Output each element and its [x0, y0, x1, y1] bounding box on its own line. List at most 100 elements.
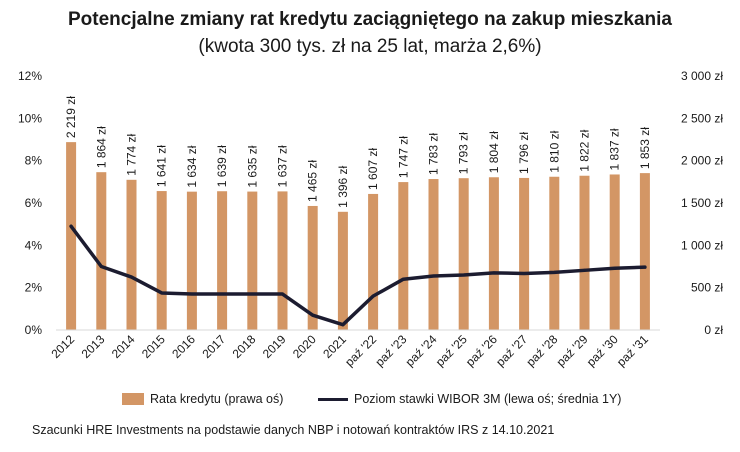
y-left-tick-label: 8%: [25, 154, 43, 168]
y-right-tick-label: 500 zł: [691, 281, 723, 295]
y-left-tick-label: 2%: [25, 281, 43, 295]
y-right-tick-label: 2 000 zł: [681, 154, 723, 168]
wibor-point-2: [130, 275, 133, 279]
bar-data-label: 1 641 zł: [155, 145, 169, 187]
chart-subtitle: (kwota 300 tys. zł na 25 lat, marża 2,6%…: [198, 36, 542, 57]
bar-19: [639, 173, 650, 330]
bar-4: [186, 191, 197, 330]
x-tick-label: 2012: [48, 332, 77, 361]
x-tick-label: 2016: [169, 332, 198, 361]
bar-data-label: 1 810 zł: [547, 130, 561, 172]
y-right-tick-label: 1 000 zł: [681, 238, 723, 252]
wibor-point-4: [190, 292, 194, 296]
bar-17: [579, 175, 590, 330]
combo-chart: 0% 2% 4% 6% 8% 10% 12% 0 zł 500 zł 1 000 zł 1 500 …: [18, 69, 723, 369]
bar-0: [66, 142, 77, 330]
x-tick-label: 2014: [109, 332, 138, 361]
x-tick-label: paź '24: [403, 332, 440, 369]
y-left-tick-label: 6%: [25, 196, 43, 210]
wibor-point-12: [432, 274, 435, 278]
bar-data-label: 1 634 zł: [185, 145, 199, 187]
y-left-tick-label: 4%: [25, 238, 43, 252]
legend-item-wibor: Poziom stawki WIBOR 3M (lewa oś; średnia…: [318, 392, 621, 406]
wibor-point-6: [250, 292, 254, 296]
bar-data-label: 1 465 zł: [306, 160, 320, 202]
bar-10: [368, 193, 379, 330]
bar-data-label: 1 837 zł: [608, 128, 622, 170]
bar-data-label: 1 783 zł: [427, 133, 441, 175]
bar-1: [96, 172, 107, 330]
wibor-point-17: [583, 268, 586, 272]
bar-data-label: 1 396 zł: [336, 165, 350, 207]
legend-swatch-line: [318, 397, 348, 401]
legend-label-rata: Rata kredytu (prawa oś): [150, 392, 284, 406]
bar-13: [458, 178, 469, 330]
x-tick-label: paź '25: [433, 332, 470, 369]
wibor-point-7: [281, 292, 284, 296]
wibor-point-14: [492, 271, 496, 275]
bar-5: [217, 191, 228, 330]
x-tick-label: paź '28: [523, 332, 560, 369]
bar-15: [519, 177, 530, 330]
x-tick-label: 2017: [199, 332, 228, 361]
bar-data-label: 1 639 zł: [215, 145, 229, 187]
bar-data-label: 1 796 zł: [517, 132, 531, 174]
bar-data-label: 1 637 zł: [276, 145, 290, 187]
bar-data-label: 1 804 zł: [487, 131, 501, 173]
wibor-point-0: [69, 224, 73, 228]
x-tick-label: 2020: [290, 332, 319, 361]
x-tick-label: paź '29: [554, 332, 591, 369]
bar-14: [488, 177, 499, 330]
bar-data-label: 2 219 zł: [64, 96, 78, 138]
chart-title: Potencjalne zmiany rat kredytu zaciągnię…: [68, 9, 672, 30]
x-tick-label: 2019: [260, 332, 289, 361]
bar-7: [277, 191, 288, 330]
wibor-point-5: [220, 292, 224, 296]
x-tick-label: paź '22: [342, 332, 379, 369]
x-tick-label: paź '26: [463, 332, 500, 369]
source-note: Szacunki HRE Investments na podstawie da…: [32, 423, 555, 437]
bar-9: [337, 211, 348, 330]
bar-data-label: 1 774 zł: [125, 133, 139, 175]
bar-2: [126, 179, 137, 330]
y-right-tick-label: 3 000 zł: [681, 69, 723, 83]
bar-data-label: 1 853 zł: [638, 127, 652, 169]
y-left-tick-label: 10%: [18, 111, 42, 125]
x-tick-label: paź '30: [584, 332, 621, 369]
legend-swatch-bar: [122, 393, 144, 405]
bar-8: [307, 205, 318, 330]
wibor-point-1: [99, 265, 103, 268]
x-tick-label: paź '31: [614, 332, 651, 369]
y-right-tick-label: 2 500 zł: [681, 111, 723, 125]
x-tick-label: 2015: [139, 332, 168, 361]
wibor-line: [69, 224, 647, 327]
wibor-point-3: [160, 291, 164, 295]
bar-data-label: 1 607 zł: [366, 148, 380, 190]
y-right-tick-label: 1 500 zł: [681, 196, 723, 210]
bar-data-label: 1 747 zł: [396, 136, 410, 178]
wibor-point-13: [462, 273, 466, 277]
bar-6: [247, 191, 258, 330]
wibor-point-16: [552, 270, 556, 274]
y-right-tick-label: 0 zł: [704, 323, 723, 337]
wibor-point-8: [311, 313, 315, 317]
bar-18: [609, 174, 620, 330]
bar-16: [549, 176, 560, 330]
y-left-tick-label: 0%: [25, 323, 43, 337]
wibor-point-11: [401, 277, 405, 281]
bar-3: [156, 191, 167, 330]
x-tick-label: 2013: [79, 332, 108, 361]
x-tick-label: paź '27: [493, 332, 530, 369]
bar-data-label: 1 822 zł: [578, 129, 592, 171]
wibor-point-10: [371, 294, 375, 298]
wibor-point-9: [341, 323, 345, 327]
x-tick-label: 2018: [230, 332, 259, 361]
wibor-point-15: [522, 271, 526, 275]
wibor-point-18: [613, 266, 617, 270]
bar-data-label: 1 793 zł: [457, 132, 471, 174]
legend-label-wibor: Poziom stawki WIBOR 3M (lewa oś; średnia…: [354, 392, 622, 406]
bar-data-label: 1 635 zł: [245, 145, 259, 187]
legend-item-rata: Rata kredytu (prawa oś): [122, 392, 283, 406]
y-left-tick-label: 12%: [18, 69, 42, 83]
wibor-point-19: [643, 265, 647, 269]
